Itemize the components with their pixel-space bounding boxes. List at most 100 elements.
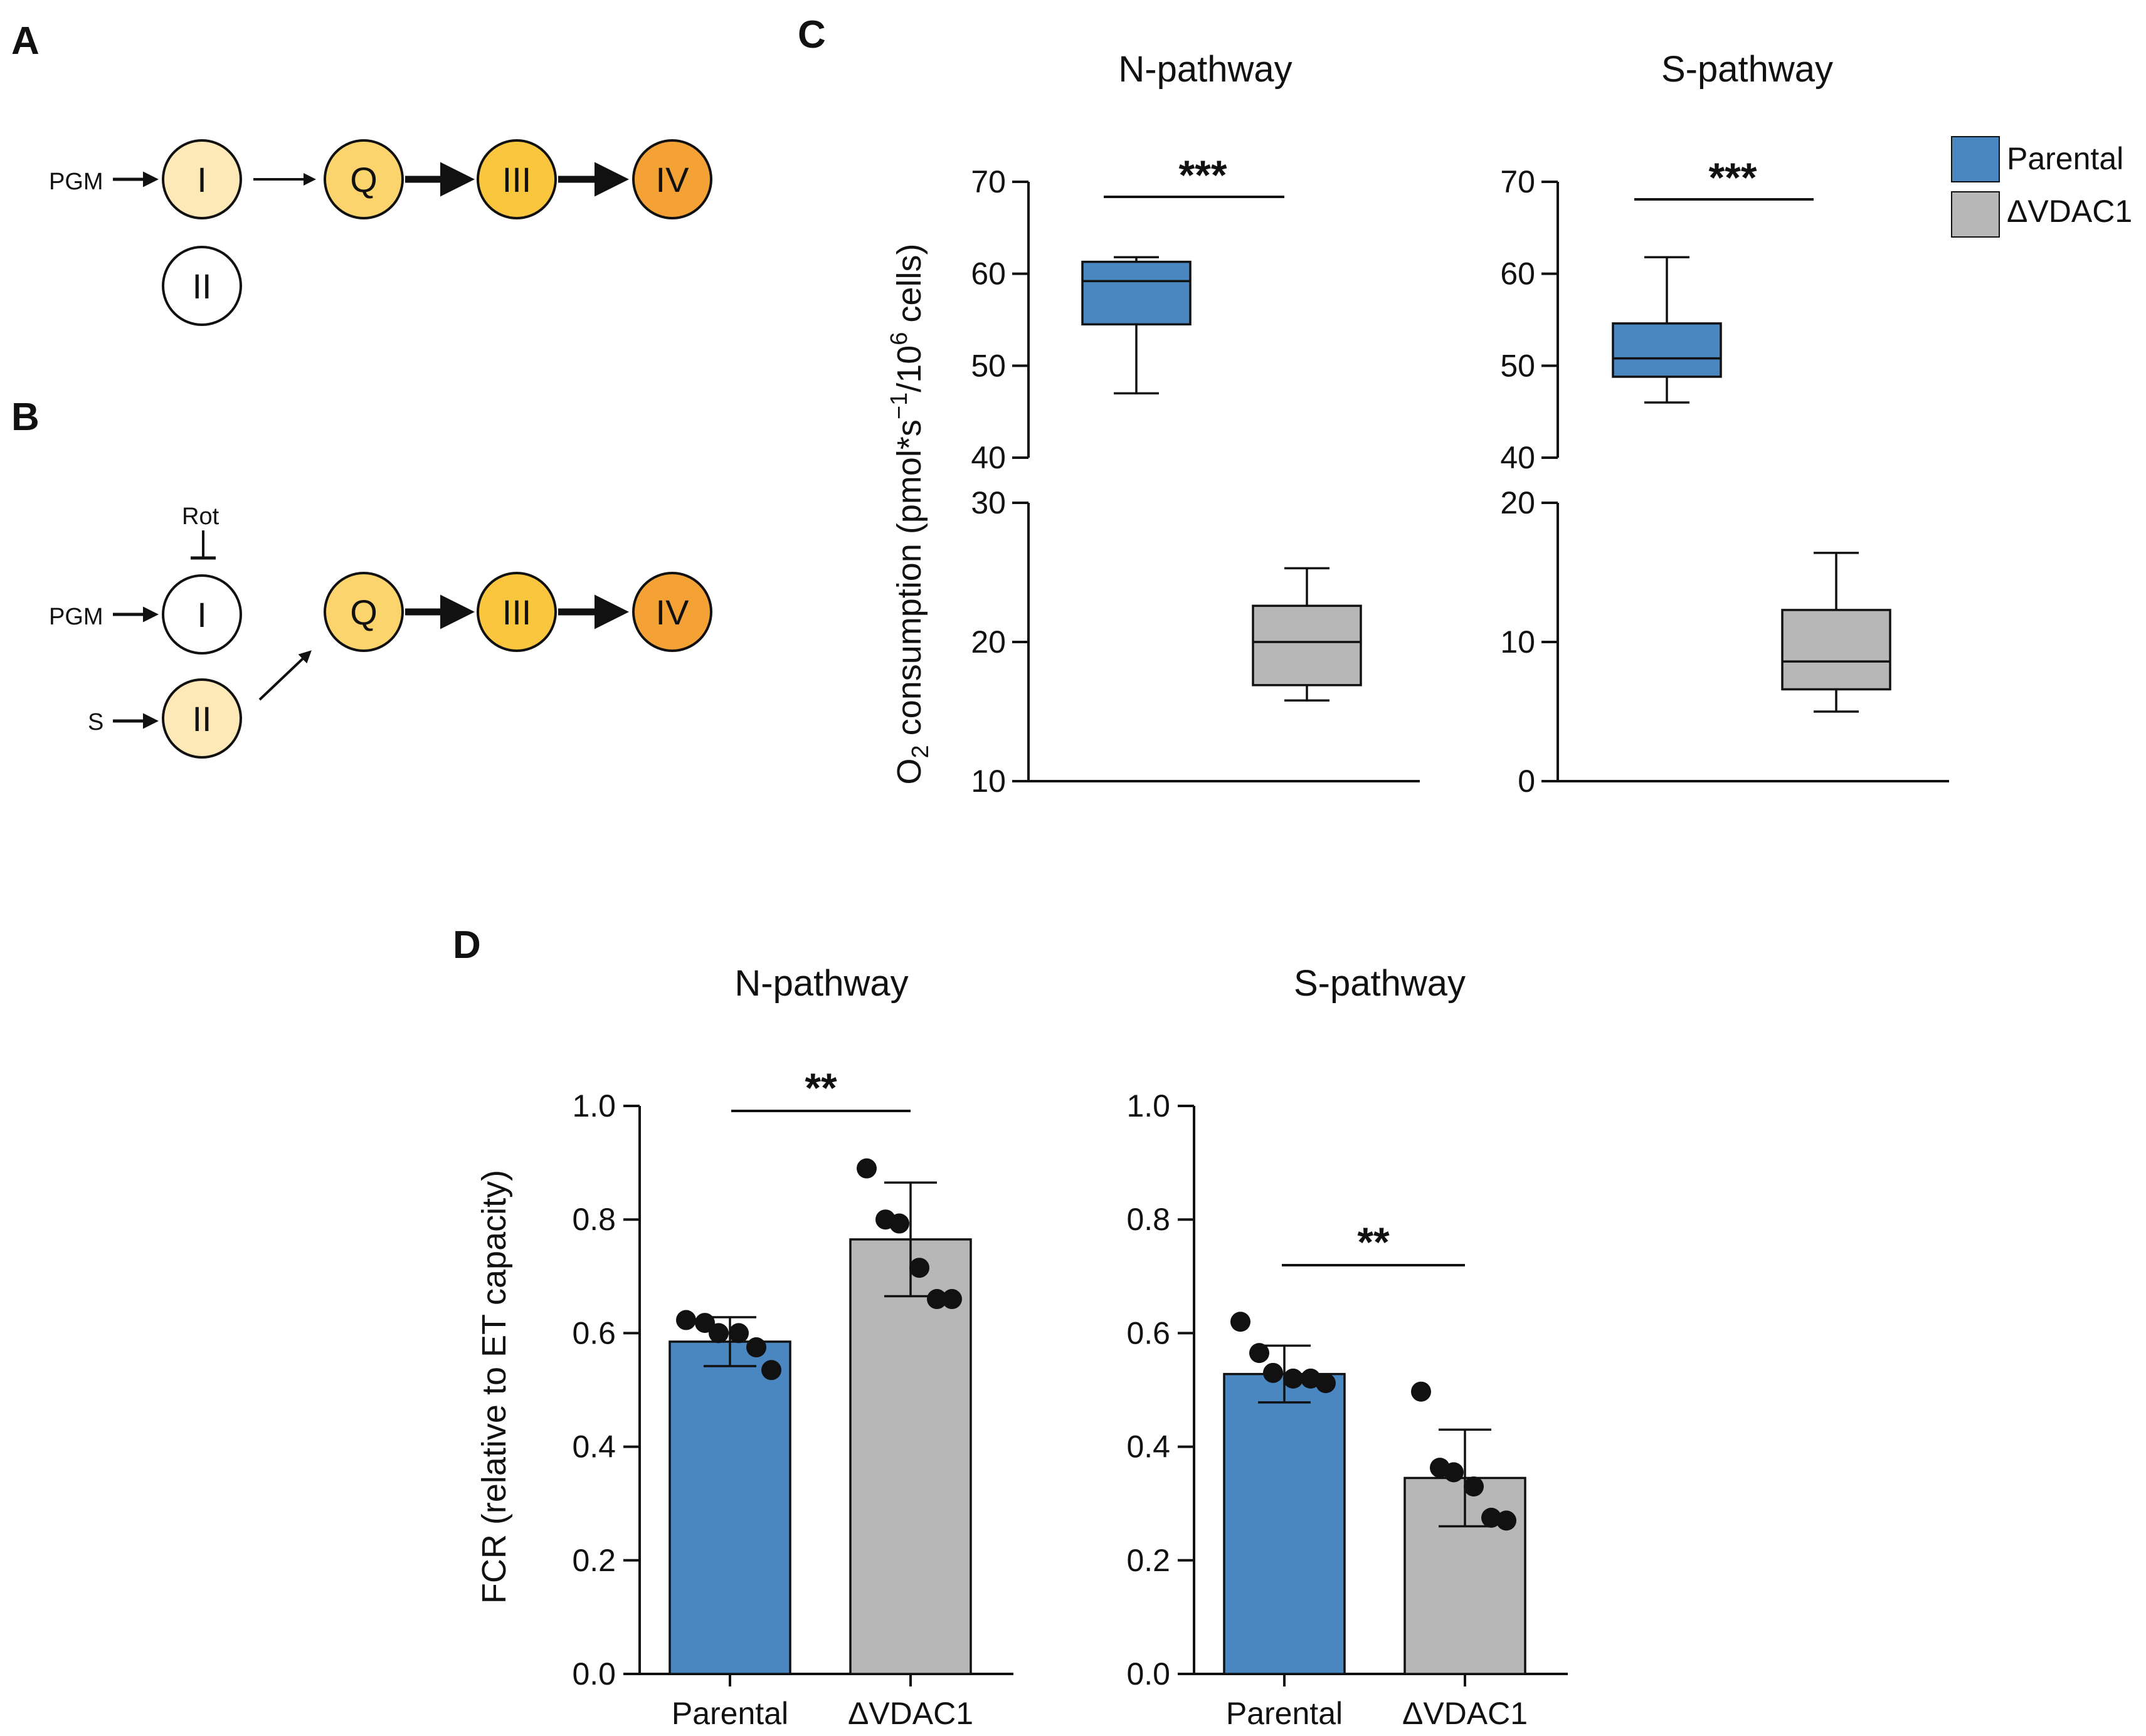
d-left-bar-vdac1-data-point — [942, 1289, 962, 1310]
legend: Parental ΔVDAC1 — [1951, 136, 2132, 238]
d-left-bar-parental — [669, 1340, 791, 1675]
node-complex-iv — [632, 139, 712, 219]
node-complex-i-b — [162, 574, 242, 655]
d-right-x-tick-label: ΔVDAC1 — [1402, 1696, 1528, 1731]
node-q-b — [324, 572, 404, 652]
d-right-y-tick-label: 0.8 — [1126, 1202, 1170, 1237]
c-right-upper-tick-label: 70 — [1500, 164, 1535, 199]
d-left-y-tick-label: 0.6 — [572, 1315, 616, 1350]
boxplot-n-pathway: N-pathway 40 50 60 70 10 20 30 *** — [971, 49, 1420, 799]
d-right-bar-parental-data-point — [1263, 1362, 1283, 1383]
c-right-box-parental — [1612, 322, 1722, 378]
legend-swatch-vdac1 — [1951, 191, 2000, 238]
d-left-y-tick-label: 0.4 — [572, 1429, 616, 1465]
c-right-upper-tick-label: 50 — [1500, 348, 1535, 383]
c-right-significance-stars: *** — [1708, 154, 1757, 201]
d-right-title: S-pathway — [1294, 963, 1466, 1004]
node-complex-ii-b — [162, 678, 242, 759]
node-complex-iii — [477, 139, 557, 219]
d-left-bar-vdac1-data-point — [909, 1258, 929, 1278]
d-left-bar-parental-data-point — [676, 1310, 696, 1330]
d-right-y-tick-label: 0.4 — [1126, 1429, 1170, 1465]
c-left-significance-stars: *** — [1178, 152, 1227, 198]
d-left-significance-stars: ** — [805, 1065, 837, 1111]
panel-letter-a: A — [11, 19, 40, 63]
legend-swatch-parental — [1951, 136, 2000, 182]
rot-label: Rot — [182, 503, 219, 530]
d-right-y-tick-label: 0.6 — [1126, 1315, 1170, 1350]
barchart-s-pathway: S-pathway 0.0 0.2 0.4 0.6 0.8 1.0 Parental ΔVDA… — [1126, 963, 1568, 1731]
d-right-bar-vdac1-data-point — [1411, 1381, 1431, 1402]
c-right-upper-tick-label: 40 — [1500, 440, 1535, 475]
d-left-bar-parental-data-point — [746, 1337, 766, 1358]
node-complex-iii-b-label: III — [502, 592, 532, 632]
diagram-a: PGM I Q III IV II — [49, 139, 712, 326]
d-left-bar-vdac1 — [849, 1238, 972, 1675]
pgm-label: PGM — [49, 169, 103, 195]
d-left-y-tick-label: 0.8 — [572, 1202, 616, 1237]
d-left-title: N-pathway — [734, 963, 908, 1004]
node-complex-ii-label: II — [192, 266, 211, 306]
node-complex-iv-label: IV — [656, 160, 690, 199]
d-right-y-tick-label: 0.2 — [1126, 1543, 1170, 1578]
d-right-bar-vdac1-data-point — [1496, 1510, 1516, 1531]
c-right-lower-tick-label: 10 — [1500, 624, 1535, 660]
node-complex-i — [162, 139, 242, 219]
d-left-bar-parental-data-point — [709, 1323, 729, 1344]
arrow-ii-to-q — [258, 650, 312, 701]
c-left-lower-tick-label: 20 — [971, 624, 1006, 660]
d-left-bar-vdac1-data-point — [927, 1289, 947, 1310]
d-left-bar-parental-data-point — [729, 1323, 749, 1344]
c-left-upper-tick-label: 70 — [971, 164, 1006, 199]
c-left-upper-tick-label: 50 — [971, 348, 1006, 383]
node-q — [324, 139, 404, 219]
s-label: S — [88, 709, 103, 735]
node-complex-iii-label: III — [502, 160, 532, 199]
c-right-lower-tick-label: 20 — [1500, 485, 1535, 520]
d-right-y-tick-label: 0.0 — [1126, 1656, 1170, 1691]
d-right-bar-vdac1-data-point — [1464, 1476, 1484, 1497]
d-left-bar-vdac1-data-point — [857, 1158, 877, 1179]
node-complex-ii-b-label: II — [192, 699, 211, 739]
c-right-upper-tick-label: 60 — [1500, 256, 1535, 292]
node-q-b-label: Q — [350, 592, 378, 632]
node-complex-i-label: I — [197, 160, 207, 199]
d-left-bar-parental-data-point — [761, 1360, 781, 1381]
diagram-b: Rot PGM I S II Q III IV — [49, 503, 712, 759]
panel-letter-b: B — [11, 396, 40, 439]
barchart-n-pathway: N-pathway 0.0 0.2 0.4 0.6 0.8 1.0 Parental ΔVDA… — [572, 963, 1013, 1731]
panel-letter-d: D — [453, 923, 481, 967]
d-y-axis-label: FCR (relative to ET capacity) — [475, 1170, 513, 1604]
c-right-box-vdac1 — [1781, 609, 1891, 691]
d-right-significance-stars: ** — [1357, 1219, 1390, 1265]
pgm-label-b: PGM — [49, 604, 103, 630]
legend-label-parental: Parental — [2007, 141, 2123, 176]
d-right-bar-parental — [1223, 1372, 1346, 1675]
node-complex-i-b-label: I — [197, 595, 207, 634]
d-right-bar-parental-data-point — [1316, 1373, 1336, 1394]
d-right-y-tick-label: 1.0 — [1126, 1088, 1170, 1123]
d-right-bar-parental-data-point — [1249, 1343, 1269, 1364]
node-complex-iii-b — [477, 572, 557, 652]
c-y-axis-label: O2 consumption (pmol*s−1/106 cells) — [886, 244, 934, 785]
c-right-lower-tick-label: 0 — [1518, 764, 1535, 799]
legend-label-vdac1: ΔVDAC1 — [2007, 194, 2132, 229]
d-left-bar-parental-data-point — [695, 1313, 715, 1334]
d-left-x-tick-label: ΔVDAC1 — [848, 1696, 973, 1731]
d-right-bar-parental-data-point — [1230, 1312, 1250, 1332]
c-left-lower-tick-label: 30 — [971, 485, 1006, 520]
d-left-y-tick-label: 0.2 — [572, 1543, 616, 1578]
c-left-box-vdac1 — [1252, 604, 1362, 687]
panel-letter-c: C — [798, 13, 826, 56]
d-right-bar-vdac1-data-point — [1444, 1462, 1464, 1483]
c-left-upper-tick-label: 40 — [971, 440, 1006, 475]
node-complex-iv-b-label: IV — [656, 592, 690, 632]
d-right-bar-parental-data-point — [1283, 1368, 1303, 1389]
d-left-y-tick-label: 1.0 — [572, 1088, 616, 1123]
boxplot-s-pathway: S-pathway 40 50 60 70 0 10 20 *** — [1500, 49, 1949, 799]
node-complex-iv-b — [632, 572, 712, 652]
c-left-upper-tick-label: 60 — [971, 256, 1006, 292]
c-left-lower-tick-label: 10 — [971, 764, 1006, 799]
d-left-x-tick-label: Parental — [672, 1696, 788, 1731]
